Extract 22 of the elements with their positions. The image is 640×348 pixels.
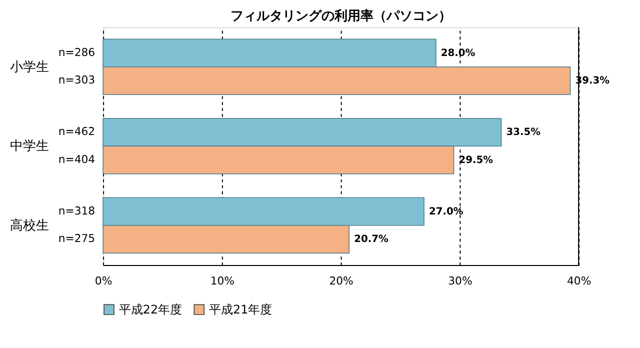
data-label: 29.5%	[458, 154, 494, 166]
x-tick-label: 0%	[94, 274, 112, 288]
text: n=318	[58, 204, 96, 218]
data-label: 28.0%	[440, 48, 476, 59]
y-tick-label: 中学生	[10, 139, 50, 154]
data-label: 27.0%	[428, 206, 464, 218]
x-tick-label: 10%	[210, 274, 234, 288]
text: n=462	[58, 125, 96, 138]
data-label: 33.5%	[506, 127, 541, 138]
y-tick-label: 小学生	[10, 60, 50, 75]
x-tick-label: 30%	[448, 274, 472, 288]
y-tick-label: 高校生	[10, 217, 50, 234]
legend-label: 平成22年度	[118, 302, 182, 317]
text: n=404	[58, 152, 96, 166]
text: n=303	[58, 74, 96, 87]
text: n=275	[58, 232, 96, 246]
legend-label: 平成21年度	[209, 302, 272, 317]
data-label: 20.7%	[354, 234, 388, 246]
x-tick-label: 40%	[566, 274, 592, 288]
x-tick-label: 20%	[329, 274, 354, 288]
text: n=286	[58, 46, 96, 59]
chart-title: フィルタリングの利用率（パソコン）	[230, 8, 452, 24]
